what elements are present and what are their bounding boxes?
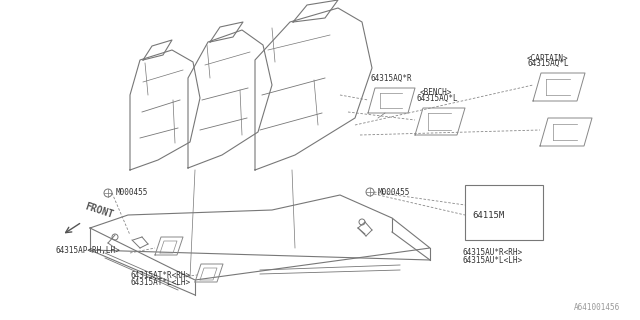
Text: 64315AQ*L: 64315AQ*L — [416, 94, 458, 103]
Text: 64115M: 64115M — [472, 211, 504, 220]
Text: A641001456: A641001456 — [573, 303, 620, 312]
Text: M000455: M000455 — [378, 188, 410, 197]
Text: 64315AU*L<LH>: 64315AU*L<LH> — [462, 256, 522, 265]
Text: M000455: M000455 — [116, 188, 148, 197]
Text: FRONT: FRONT — [84, 201, 115, 220]
FancyBboxPatch shape — [465, 185, 543, 240]
Text: 64315AQ*R: 64315AQ*R — [370, 74, 412, 83]
Text: 64315AQ*L: 64315AQ*L — [527, 59, 568, 68]
Text: 64315AT*R<RH>: 64315AT*R<RH> — [130, 271, 190, 280]
Text: 64315AU*R<RH>: 64315AU*R<RH> — [462, 248, 522, 257]
Text: 64315AT*L<LH>: 64315AT*L<LH> — [130, 278, 190, 287]
Text: <CAPTAIN>: <CAPTAIN> — [527, 54, 568, 63]
Text: <BENCH>: <BENCH> — [420, 88, 452, 97]
Text: 64315AP<RH,LH>: 64315AP<RH,LH> — [55, 245, 120, 254]
